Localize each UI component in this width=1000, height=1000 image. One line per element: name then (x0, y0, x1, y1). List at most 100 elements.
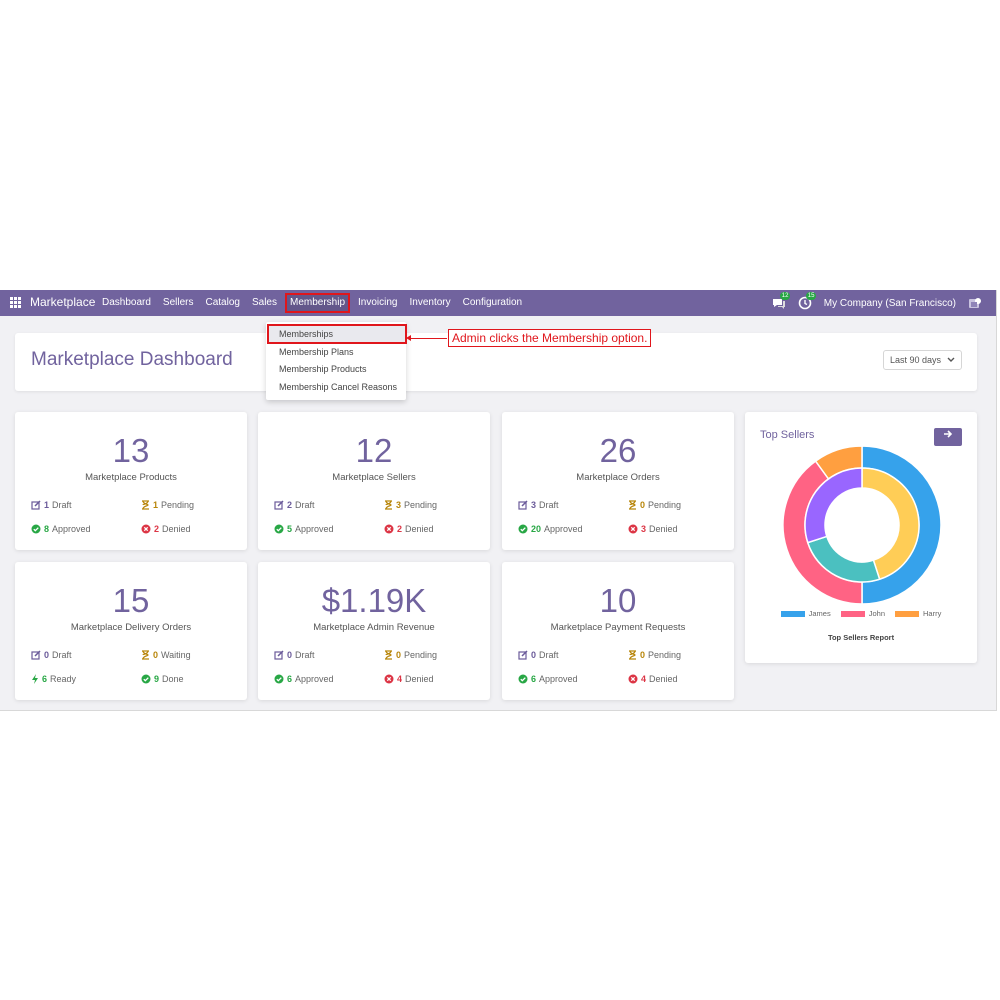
stat-card[interactable]: 15 Marketplace Delivery Orders 0 Draft 0 Wait… (15, 562, 247, 700)
annotation-callout: Admin clicks the Membership option. (448, 329, 652, 347)
menu-dashboard[interactable]: Dashboard (102, 297, 151, 308)
user-avatar-icon[interactable] (968, 296, 982, 310)
stat-sub-denied[interactable]: 3 Denied (628, 524, 678, 534)
menu-sales[interactable]: Sales (251, 297, 277, 308)
stat-sub-label: Draft (539, 650, 559, 660)
company-switcher[interactable]: My Company (San Francisco) (823, 297, 956, 309)
stat-card[interactable]: 12 Marketplace Sellers 2 Draft 3 Pending 5 Appr… (258, 412, 490, 550)
stat-sub-pending[interactable]: 3 Pending (384, 500, 437, 510)
check-icon (274, 674, 284, 684)
stat-value: 26 (599, 432, 637, 469)
edit-icon (518, 650, 528, 660)
legend-swatch (780, 610, 805, 617)
stat-sub-count: 3 (396, 500, 402, 510)
stat-sub-done[interactable]: 9 Done (141, 674, 184, 684)
stat-sub-draft[interactable]: 0 Draft (518, 650, 559, 660)
stat-sub-count: 6 (42, 674, 48, 684)
legend-label: John (868, 609, 885, 618)
stat-sub-approved[interactable]: 5 Approved (274, 524, 334, 534)
inner-ring-segment-0[interactable] (861, 467, 920, 581)
stat-sub-label: Pending (648, 650, 682, 660)
stat-sub-label: Draft (295, 650, 315, 660)
stat-sub-waiting[interactable]: 0 Waiting (141, 650, 191, 660)
stat-sub-label: Denied (649, 524, 678, 534)
chart-legend: James John Harry (745, 609, 977, 618)
stat-sub-ready[interactable]: 6 Ready (31, 674, 76, 684)
stat-label: Marketplace Admin Revenue (313, 622, 435, 633)
legend-item-harry[interactable]: Harry (895, 609, 941, 618)
stat-sub-count: 8 (44, 524, 50, 534)
stat-sub-count: 0 (287, 650, 293, 660)
inner-ring-segment-2[interactable] (804, 467, 863, 544)
dropdown-item-memberships[interactable]: Memberships (267, 324, 407, 344)
menu-inventory[interactable]: Inventory (409, 297, 451, 308)
legend-swatch (895, 610, 919, 617)
check-icon (274, 524, 284, 534)
stat-sub-approved[interactable]: 6 Approved (518, 674, 578, 684)
dropdown-item-membership-plans[interactable]: Membership Plans (279, 347, 354, 357)
hourglass-icon (628, 650, 637, 660)
stat-sub-draft[interactable]: 1 Draft (31, 500, 72, 510)
hourglass-icon (384, 500, 393, 510)
top-sellers-open-button[interactable] (934, 428, 962, 446)
stat-sub-pending[interactable]: 0 Pending (628, 500, 681, 510)
annotation-line (409, 338, 447, 339)
stat-sub-pending[interactable]: 0 Pending (384, 650, 437, 660)
dropdown-item-membership-cancel-reasons[interactable]: Membership Cancel Reasons (279, 382, 398, 392)
stat-sub-count: 6 (287, 674, 293, 684)
activities-clock-icon[interactable]: 15 (798, 292, 817, 310)
menu-sellers[interactable]: Sellers (162, 297, 194, 308)
check-icon (31, 524, 41, 534)
app-brand[interactable]: Marketplace (30, 295, 96, 309)
stat-sub-denied[interactable]: 4 Denied (384, 674, 434, 684)
stat-sub-approved[interactable]: 20 Approved (518, 524, 583, 534)
legend-swatch (840, 610, 865, 617)
menu-catalog[interactable]: Catalog (205, 297, 240, 308)
stat-sub-label: Waiting (161, 650, 191, 660)
stat-sub-denied[interactable]: 2 Denied (384, 524, 434, 534)
stat-sub-draft[interactable]: 2 Draft (274, 500, 315, 510)
stat-sub-count: 0 (640, 500, 646, 510)
stat-sub-count: 1 (44, 500, 50, 510)
stat-sub-label: Done (162, 674, 184, 684)
stat-card[interactable]: $1.19K Marketplace Admin Revenue 0 Draft 0 Pe… (258, 562, 490, 700)
stat-sub-denied[interactable]: 2 Denied (141, 524, 191, 534)
stat-sub-draft[interactable]: 3 Draft (518, 500, 559, 510)
legend-item-james[interactable]: James (780, 609, 831, 618)
date-range-select[interactable]: Last 90 days (882, 350, 962, 370)
dropdown-item-membership-products[interactable]: Membership Products (279, 364, 367, 374)
stat-sub-label: Draft (539, 500, 559, 510)
stat-card[interactable]: 13 Marketplace Products 1 Draft 1 Pending 8 App… (15, 412, 247, 550)
stat-sub-approved[interactable]: 8 Approved (31, 524, 91, 534)
stat-sub-draft[interactable]: 0 Draft (274, 650, 315, 660)
apps-grid-icon[interactable] (10, 297, 22, 309)
stat-sub-pending[interactable]: 0 Pending (628, 650, 681, 660)
stat-sub-count: 4 (397, 674, 403, 684)
hourglass-icon (628, 500, 637, 510)
stat-card[interactable]: 26 Marketplace Orders 3 Draft 0 Pending 20 Appr… (502, 412, 734, 550)
menu-membership[interactable]: Membership (284, 293, 351, 313)
stat-sub-label: Denied (162, 524, 191, 534)
stat-value: 13 (112, 432, 150, 469)
stat-sub-denied[interactable]: 4 Denied (628, 674, 678, 684)
annotation-arrow-icon (406, 335, 411, 341)
stat-card[interactable]: 10 Marketplace Payment Requests 0 Draft 0 Pen… (502, 562, 734, 700)
legend-item-john[interactable]: John (840, 609, 885, 618)
check-icon (141, 674, 151, 684)
menu-configuration[interactable]: Configuration (462, 297, 523, 308)
stat-sub-pending[interactable]: 1 Pending (141, 500, 194, 510)
stat-sub-label: Approved (539, 674, 578, 684)
stat-label: Marketplace Orders (576, 472, 660, 483)
menu-invoicing[interactable]: Invoicing (358, 297, 398, 308)
stat-sub-count: 6 (531, 674, 537, 684)
app-window: Marketplace Dashboard Sellers Catalog Sa… (0, 290, 997, 711)
messages-icon[interactable]: 12 (772, 292, 791, 310)
stat-sub-count: 0 (396, 650, 402, 660)
stat-sub-approved[interactable]: 6 Approved (274, 674, 334, 684)
stat-sub-count: 20 (531, 524, 542, 534)
legend-label: James (808, 609, 831, 618)
stat-sub-count: 2 (287, 500, 293, 510)
stat-sub-label: Draft (295, 500, 315, 510)
stat-sub-label: Approved (295, 674, 334, 684)
stat-sub-draft[interactable]: 0 Draft (31, 650, 72, 660)
